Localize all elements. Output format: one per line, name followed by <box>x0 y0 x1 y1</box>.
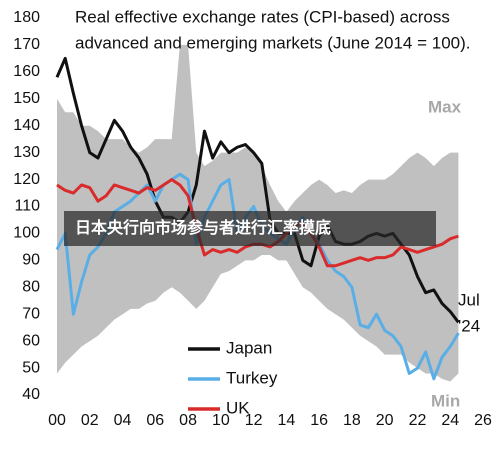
y-tick-label: 140 <box>13 117 40 134</box>
x-tick-label: 22 <box>409 412 427 429</box>
x-tick-label: 06 <box>146 412 164 429</box>
x-tick-label: 20 <box>376 412 394 429</box>
y-tick-label: 70 <box>22 305 40 322</box>
x-tick-label: 24 <box>441 412 459 429</box>
y-tick-label: 40 <box>22 386 40 403</box>
chart-title: advanced and emerging markets (June 2014… <box>75 33 471 52</box>
x-tick-label: 26 <box>474 412 492 429</box>
x-tick-label: 08 <box>179 412 197 429</box>
x-tick-label: 12 <box>245 412 263 429</box>
y-tick-label: 180 <box>13 9 40 26</box>
chart-title: Real effective exchange rates (CPI-based… <box>75 7 450 26</box>
x-tick-label: 04 <box>114 412 132 429</box>
latest-label: '24 <box>458 316 480 335</box>
y-tick-label: 130 <box>13 144 40 161</box>
y-tick-label: 110 <box>14 198 40 215</box>
y-tick-label: 120 <box>13 171 40 188</box>
x-tick-label: 10 <box>212 412 230 429</box>
legend-label: Japan <box>226 338 272 357</box>
x-tick-label: 18 <box>343 412 361 429</box>
y-tick-label: 100 <box>13 225 40 242</box>
y-tick-label: 90 <box>22 252 40 269</box>
y-tick-label: 170 <box>13 36 40 53</box>
legend-label: UK <box>226 398 250 417</box>
y-tick-label: 60 <box>22 332 40 349</box>
max-label: Max <box>428 97 462 116</box>
x-tick-label: 14 <box>277 412 295 429</box>
legend-label: Turkey <box>226 368 278 387</box>
y-tick-label: 80 <box>22 279 40 296</box>
x-tick-label: 02 <box>81 412 99 429</box>
x-tick-label: 00 <box>48 412 66 429</box>
latest-label: Jul <box>458 290 480 309</box>
caption-text: 日本央行向市场参与者进行汇率摸底 <box>75 218 331 237</box>
caption-banner <box>64 211 436 246</box>
y-tick-label: 50 <box>22 359 40 376</box>
min-label: Min <box>431 391 460 410</box>
y-tick-label: 160 <box>13 63 40 80</box>
y-tick-label: 150 <box>13 90 40 107</box>
x-tick-label: 16 <box>310 412 328 429</box>
